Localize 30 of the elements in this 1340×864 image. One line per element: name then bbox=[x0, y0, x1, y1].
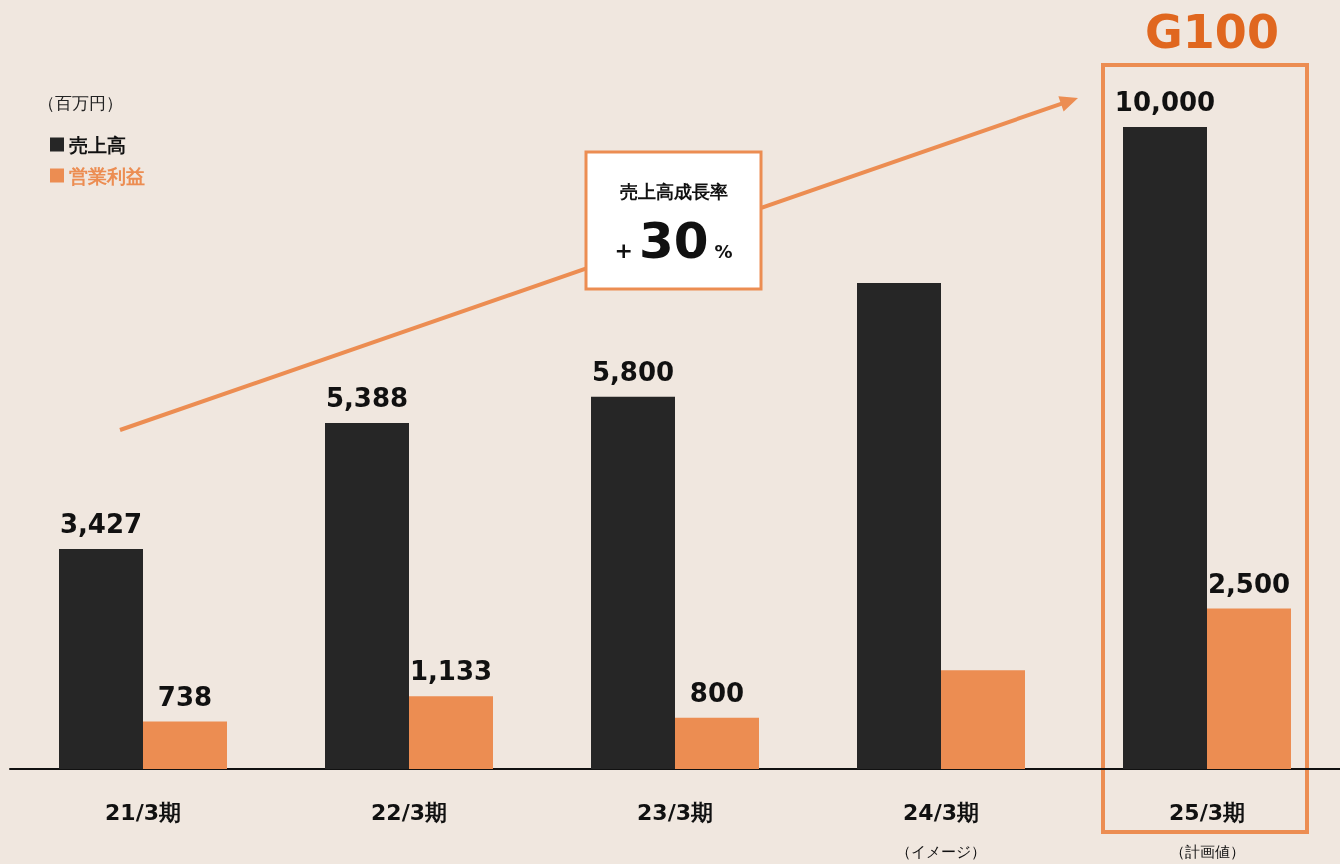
data-label: 5,388 bbox=[325, 383, 409, 414]
bar bbox=[143, 721, 227, 769]
x-tick-label: 23/3期 bbox=[637, 799, 713, 825]
data-label: 5,800 bbox=[591, 356, 675, 387]
data-label: 800 bbox=[689, 677, 745, 708]
x-tick-label: 24/3期 bbox=[903, 799, 979, 825]
data-label: 2,500 bbox=[1207, 568, 1291, 599]
x-tick-label: 25/3期 bbox=[1169, 799, 1245, 825]
bar bbox=[325, 423, 409, 769]
data-label: 10,000 bbox=[1114, 87, 1216, 117]
legend-label: 売上高 bbox=[69, 133, 126, 156]
bar bbox=[941, 670, 1025, 769]
bar bbox=[591, 396, 675, 769]
bar bbox=[1207, 608, 1291, 769]
data-label: 3,427 bbox=[59, 508, 143, 539]
data-label: 1,133 bbox=[409, 656, 493, 687]
text: （イメージ） bbox=[896, 843, 986, 861]
annotation: 売上高成長率 bbox=[619, 181, 728, 202]
x-tick-label: 21/3期 bbox=[105, 799, 181, 825]
bar bbox=[59, 548, 143, 769]
annotation: +30% bbox=[614, 212, 733, 270]
bar bbox=[409, 696, 493, 769]
legend-label: 営業利益 bbox=[69, 164, 145, 187]
text: （計画値） bbox=[1169, 843, 1245, 861]
bar bbox=[857, 283, 941, 769]
chart-title: G100 bbox=[1145, 5, 1279, 59]
data-label: 738 bbox=[157, 681, 213, 712]
x-tick-label: 22/3期 bbox=[371, 799, 447, 825]
y-axis-title: （百万円） bbox=[38, 92, 123, 113]
bar bbox=[675, 717, 759, 769]
